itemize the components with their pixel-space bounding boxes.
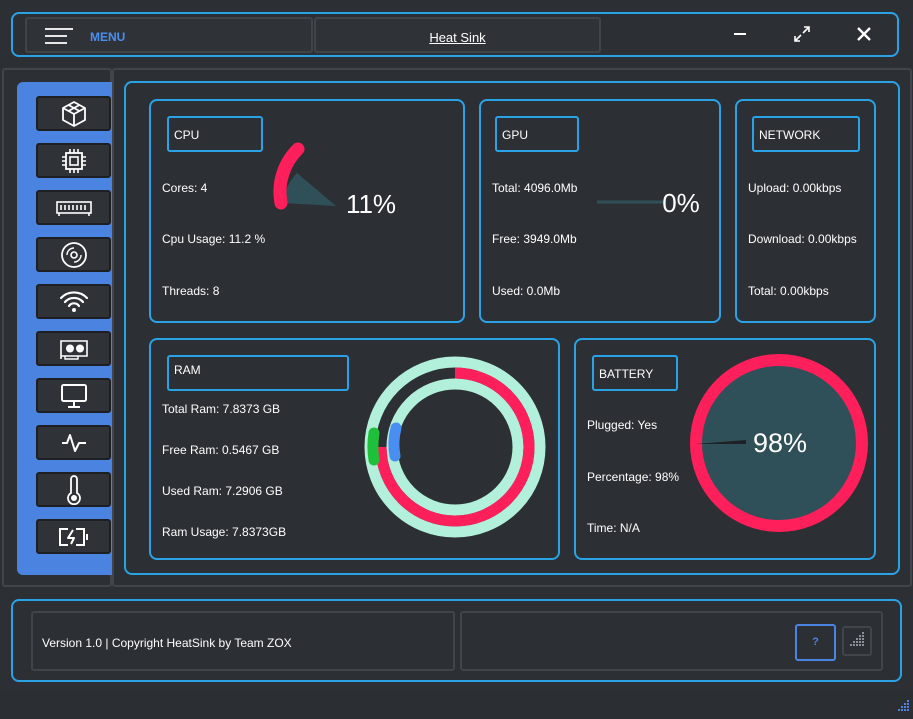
gpu-free: Free: 3949.0Mb xyxy=(492,232,577,246)
app-title-button[interactable]: Heat Sink xyxy=(314,17,601,53)
battery-plugged: Plugged: Yes xyxy=(587,418,658,432)
sidebar-item-network[interactable] xyxy=(36,284,111,319)
sidebar-item-display[interactable] xyxy=(36,378,111,413)
title-bar: MENU Heat Sink xyxy=(11,12,899,57)
hamburger-icon xyxy=(45,28,73,44)
close-button[interactable] xyxy=(853,23,875,45)
sidebar-item-battery[interactable] xyxy=(36,519,111,554)
wifi-icon xyxy=(59,290,88,312)
resize-grip-icon xyxy=(850,632,864,646)
sidebar-item-ram[interactable] xyxy=(36,190,111,225)
cpu-gauge: 11% xyxy=(273,142,396,219)
expand-icon xyxy=(794,26,810,42)
gpu-card: GPU Total: 4096.0Mb Free: 3949.0Mb Used:… xyxy=(479,99,721,323)
battery-time: Time: N/A xyxy=(587,521,640,535)
cpu-threads: Threads: 8 xyxy=(162,284,220,298)
ram-ring-chart xyxy=(364,356,546,538)
battery-gauge-arc xyxy=(690,354,868,532)
app-title: Heat Sink xyxy=(429,30,486,45)
resize-grip-button[interactable] xyxy=(842,626,872,656)
disk-icon xyxy=(60,241,87,268)
cpu-gauge-arc xyxy=(273,142,305,210)
menu-label: MENU xyxy=(90,30,126,44)
sidebar xyxy=(17,82,113,575)
battery-gauge-value: 98% xyxy=(753,428,807,458)
gpu-total: Total: 4096.0Mb xyxy=(492,181,578,195)
bottom-strip xyxy=(0,690,913,719)
ram-usage: Ram Usage: 7.8373GB xyxy=(162,525,287,539)
version-text: Version 1.0 | Copyright HeatSink by Team… xyxy=(42,636,292,650)
ram-icon xyxy=(55,200,92,216)
box-icon xyxy=(61,100,86,127)
sidebar-item-overview[interactable] xyxy=(36,96,111,131)
graphics-card-icon xyxy=(59,339,88,360)
ram-total: Total Ram: 7.8373 GB xyxy=(162,402,281,416)
ram-used: Used Ram: 7.2906 GB xyxy=(162,484,283,498)
gpu-used: Used: 0.0Mb xyxy=(492,284,561,298)
battery-percentage: Percentage: 98% xyxy=(587,470,680,484)
gpu-gauge-value: 0% xyxy=(662,188,700,218)
battery-card-label: BATTERY xyxy=(592,355,678,391)
ram-ring-used-arc xyxy=(375,367,535,527)
network-upload: Upload: 0.00kbps xyxy=(748,181,842,195)
monitor-icon xyxy=(60,383,87,408)
dashboard-panel: CPU Cores: 4 Cpu Usage: 11.2 % Threads: … xyxy=(124,81,900,575)
sidebar-item-gpu[interactable] xyxy=(36,331,111,366)
menu-button[interactable]: MENU xyxy=(25,17,313,53)
cpu-card: CPU Cores: 4 Cpu Usage: 11.2 % Threads: … xyxy=(149,99,465,323)
maximize-button[interactable] xyxy=(791,23,813,45)
battery-gauge: 98% xyxy=(690,354,868,532)
window-resize-grip-icon[interactable] xyxy=(893,698,911,716)
ram-card-label: RAM xyxy=(167,355,349,391)
footer-actions-panel: ? xyxy=(460,611,883,671)
ram-ring-inner xyxy=(386,378,524,516)
minimize-icon xyxy=(734,33,746,35)
sidebar-item-temperature[interactable] xyxy=(36,472,111,507)
thermometer-icon xyxy=(66,474,81,505)
sidebar-item-activity[interactable] xyxy=(36,425,111,460)
activity-icon xyxy=(61,433,86,452)
network-card-label: NETWORK xyxy=(752,116,860,152)
network-card: NETWORK Upload: 0.00kbps Download: 0.00k… xyxy=(735,99,876,323)
network-download: Download: 0.00kbps xyxy=(748,232,857,246)
sidebar-item-cpu[interactable] xyxy=(36,143,111,178)
cpu-chip-icon xyxy=(61,148,86,173)
cpu-gauge-value: 11% xyxy=(346,189,396,219)
battery-gauge-dial xyxy=(696,360,862,526)
cpu-gauge-sector xyxy=(283,173,336,206)
main-frame: CPU Cores: 4 Cpu Usage: 11.2 % Threads: … xyxy=(112,68,912,587)
battery-charging-icon xyxy=(58,527,88,546)
ram-free: Free Ram: 0.5467 GB xyxy=(162,443,280,457)
gpu-gauge: 0% xyxy=(597,188,700,218)
cpu-usage: Cpu Usage: 11.2 % xyxy=(162,232,266,246)
cpu-card-label: CPU xyxy=(167,116,263,152)
footer: Version 1.0 | Copyright HeatSink by Team… xyxy=(11,599,902,682)
sidebar-frame xyxy=(2,68,113,587)
ram-card: RAM Total Ram: 7.8373 GB Free Ram: 0.546… xyxy=(149,338,560,560)
close-icon xyxy=(857,27,871,41)
sidebar-item-disk[interactable] xyxy=(36,237,111,272)
minimize-button[interactable] xyxy=(729,23,751,45)
footer-info-panel: Version 1.0 | Copyright HeatSink by Team… xyxy=(31,611,455,671)
battery-card: BATTERY Plugged: Yes Percentage: 98% Tim… xyxy=(574,338,876,560)
ram-ring-green-arc xyxy=(367,427,380,466)
network-total: Total: 0.00kbps xyxy=(748,284,829,298)
battery-gauge-needle xyxy=(696,440,746,444)
cpu-cores: Cores: 4 xyxy=(162,181,208,195)
gpu-card-label: GPU xyxy=(495,116,579,152)
ram-ring-blue-arc xyxy=(388,422,402,462)
help-button[interactable]: ? xyxy=(795,624,836,661)
